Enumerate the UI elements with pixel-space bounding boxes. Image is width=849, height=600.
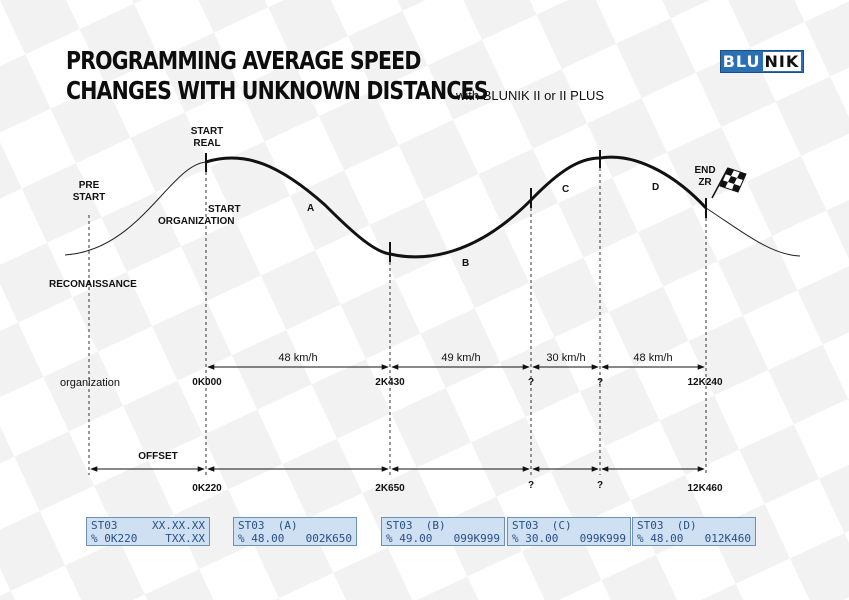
curve-ticks: [205, 150, 707, 262]
lcd-display-d: ST03 (D) % 48.00 012K460: [632, 517, 756, 546]
start-organization-label: START ORGANIZATION: [158, 204, 241, 227]
reconnaissance-label: RECONAISSANCE: [49, 279, 137, 290]
blunik-logo: BLU NIK: [720, 50, 804, 73]
offset-value-1: 2K650: [375, 483, 405, 494]
end-zr-label: END ZR: [694, 165, 716, 188]
title-line-1: PROGRAMMING AVERAGE SPEED: [66, 46, 421, 75]
finish-flag-icon: [711, 167, 747, 199]
lcd-display-start: ST03 XX.XX.XX % 0K220 TXX.XX: [86, 517, 210, 546]
road-curve-outer: [64, 161, 801, 257]
offset-value-3: ?: [596, 480, 604, 491]
logo-text-b: NIK: [762, 52, 802, 71]
speed-a: 48 km/h: [278, 352, 318, 364]
section-d-label: D: [652, 182, 660, 193]
org-value-4: 12K240: [687, 377, 723, 388]
section-a-label: A: [307, 203, 315, 214]
offset-label: OFFSET: [138, 451, 178, 462]
section-b-label: B: [462, 258, 470, 269]
pre-start-label: PRE START: [72, 180, 106, 203]
start-real-label: START REAL: [190, 126, 224, 149]
org-value-0: 0K000: [192, 377, 222, 388]
speed-d: 48 km/h: [633, 352, 673, 364]
offset-value-0: 0K220: [192, 483, 222, 494]
org-value-2: ?: [527, 377, 535, 388]
offset-value-2: ?: [527, 480, 535, 491]
lcd-display-b: ST03 (B) % 49.00 099K999: [381, 517, 505, 546]
organization-label: organization: [60, 377, 120, 389]
org-value-3: ?: [596, 377, 604, 388]
offset-value-4: 12K460: [687, 483, 723, 494]
road-curve: [205, 155, 708, 259]
subtitle: with BLUNIK II or II PLUS: [456, 88, 605, 103]
org-value-1: 2K430: [375, 377, 405, 388]
lcd-display-c: ST03 (C) % 30.00 099K999: [507, 517, 631, 546]
speed-b: 49 km/h: [441, 352, 481, 364]
title-line-2: CHANGES WITH UNKNOWN DISTANCES: [66, 76, 489, 105]
speed-c: 30 km/h: [546, 352, 586, 364]
lcd-display-a: ST03 (A) % 48.00 002K650: [233, 517, 357, 546]
section-c-label: C: [562, 184, 570, 195]
dashed-guides: [88, 168, 707, 475]
logo-text-a: BLU: [722, 52, 761, 71]
